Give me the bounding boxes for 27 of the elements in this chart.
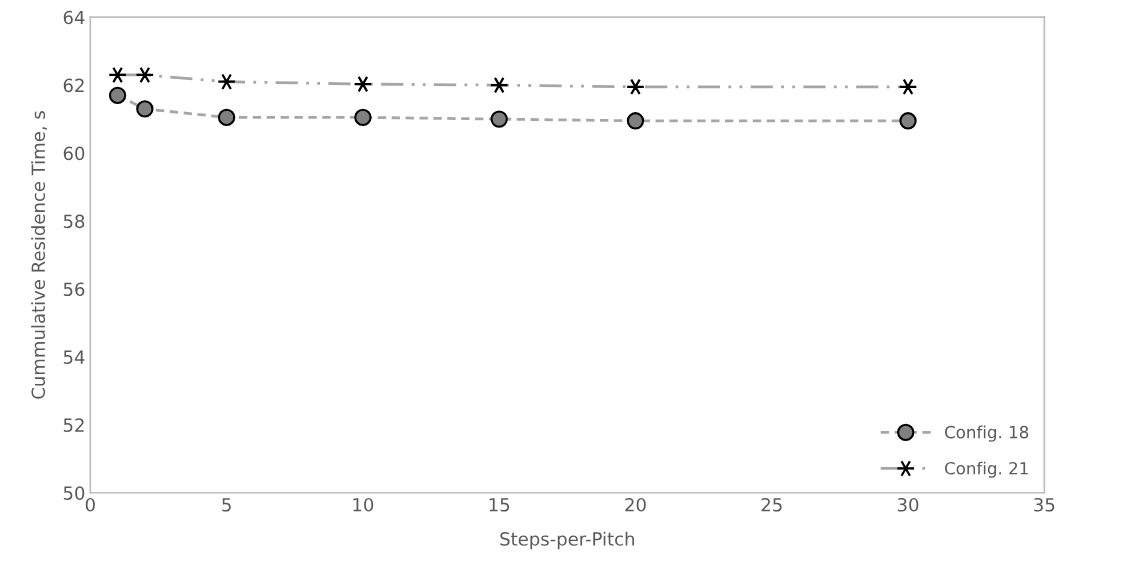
x-axis-title: Steps-per-Pitch bbox=[500, 531, 634, 550]
point bbox=[136, 100, 154, 118]
point bbox=[354, 108, 372, 127]
y-tick-label: 54 bbox=[63, 350, 85, 365]
y-tick-label: 62 bbox=[63, 78, 84, 93]
legend-label: Config. 18 bbox=[944, 425, 1029, 442]
x-tick-label: 25 bbox=[761, 497, 782, 512]
x-tick-label: 30 bbox=[897, 497, 919, 512]
y-tick-label: 52 bbox=[63, 418, 84, 432]
x-tick-label: 10 bbox=[353, 497, 374, 512]
y-tick-label: 56 bbox=[63, 282, 85, 297]
y-tick-label: 60 bbox=[63, 146, 85, 161]
point bbox=[490, 110, 508, 128]
point bbox=[108, 86, 127, 104]
y-tick-label: 58 bbox=[63, 214, 85, 229]
legend-label: Config. 21 bbox=[944, 461, 1028, 478]
point bbox=[626, 112, 645, 130]
x-tick-label: 20 bbox=[625, 497, 646, 512]
y-tick-label: 64 bbox=[63, 10, 85, 25]
x-tick-label: 35 bbox=[1034, 497, 1055, 512]
point bbox=[899, 112, 917, 130]
point bbox=[217, 108, 236, 127]
x-tick-label: 5 bbox=[222, 498, 231, 512]
x-tick-label: 15 bbox=[489, 498, 510, 512]
x-tick-label: 0 bbox=[85, 497, 95, 512]
y-tick-label: 50 bbox=[63, 486, 85, 500]
y-axis-title: Cummulative Residence Time, s bbox=[31, 111, 47, 399]
